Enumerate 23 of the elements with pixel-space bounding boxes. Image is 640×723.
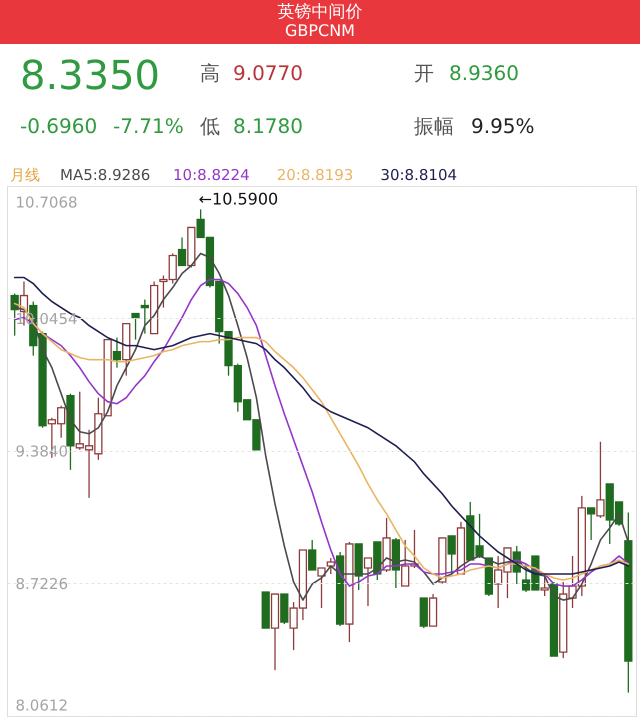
text: 9.0770 [233, 61, 303, 85]
text: 开 [414, 61, 434, 85]
text: 8.9360 [449, 61, 519, 85]
annotation: ←10.5900 [198, 189, 278, 208]
legend-title: 月线 [10, 166, 40, 184]
chart-subtitle: GBPCNM [285, 21, 355, 40]
text: -0.6960 [20, 114, 98, 138]
y-tick-label: 9.3840 [16, 442, 68, 460]
text: 8.1780 [233, 114, 303, 138]
text: 低 [200, 114, 220, 138]
text: 8.3350 [20, 53, 160, 99]
text: 振幅 [414, 114, 454, 138]
text: 高 [200, 61, 220, 85]
chart-title: 英镑中间价 [278, 2, 362, 22]
text: 10:8.8224 [173, 166, 250, 184]
text: MA5:8.9286 [60, 166, 150, 184]
y-tick-label: 10.7068 [16, 194, 78, 212]
text: -7.71% [113, 114, 184, 138]
text: 30:8.8104 [380, 166, 458, 184]
text: 20:8.8193 [276, 166, 354, 184]
text: 9.95% [471, 114, 535, 138]
y-tick-label: 8.0612 [16, 696, 68, 714]
y-tick-label: 8.7226 [16, 575, 68, 593]
